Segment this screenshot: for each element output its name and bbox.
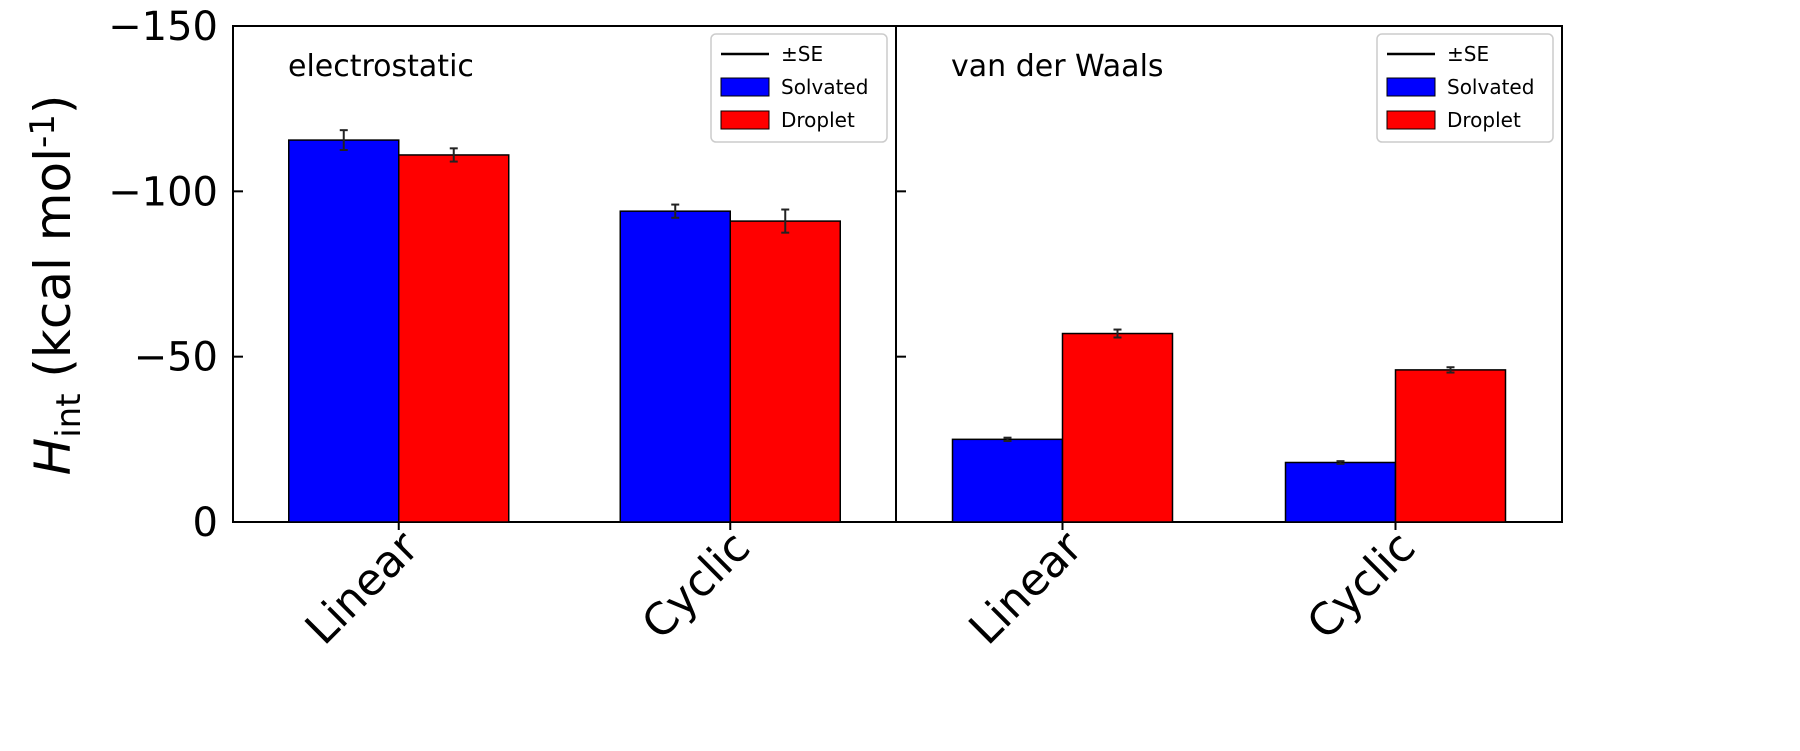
legend-swatch-solvated [720, 77, 770, 97]
y-tick-labels: 0 −50 −100 −150 [108, 4, 218, 546]
legend-label: Solvated [1447, 75, 1534, 99]
y-axis-label-sup: -1 [23, 114, 63, 148]
x-tick-label-linear: Linear [960, 521, 1093, 654]
x-tick-label-linear: Linear [296, 521, 429, 654]
bar-solvated-cyclic [619, 210, 731, 523]
panel-title: electrostatic [288, 49, 474, 84]
bar-solvated-linear [951, 438, 1064, 523]
y-axis-label-rest: (kcal mol [24, 148, 82, 393]
y-tick-label: −100 [108, 169, 218, 215]
bar-droplet-cyclic [729, 220, 841, 523]
y-tick-label: 0 [193, 500, 218, 546]
legend-label: Droplet [781, 108, 855, 132]
legend-swatch-droplet [720, 110, 770, 130]
x-tick-label-cyclic: Cyclic [1298, 522, 1426, 650]
bar-droplet-linear [1061, 332, 1174, 523]
y-axis-label-close: ) [24, 95, 82, 115]
y-axis-label-main: H [24, 438, 82, 476]
bar-droplet-linear [398, 154, 510, 523]
panel-van-der-waals: Linear Cyclic van der Waals ±SE Solvated Drop… [895, 25, 1563, 654]
bar-solvated-cyclic [1284, 461, 1397, 523]
legend-label: Solvated [781, 75, 868, 99]
x-tick-label-cyclic: Cyclic [632, 522, 760, 650]
y-tick-label: −150 [108, 4, 218, 50]
legend-label: Droplet [1447, 108, 1521, 132]
legend-label: ±SE [781, 42, 823, 66]
y-axis-label-sub: int [49, 393, 89, 437]
y-axis-label: Hint (kcal mol-1) [23, 95, 89, 476]
bar-droplet-cyclic [1394, 369, 1507, 523]
legend-label: ±SE [1447, 42, 1489, 66]
legend-swatch-droplet [1386, 110, 1436, 130]
panel-electrostatic: Linear Cyclic electrostatic ±SE Solvated Drop… [232, 25, 897, 654]
y-tick-label: −50 [134, 335, 218, 381]
legend-swatch-solvated [1386, 77, 1436, 97]
bar-solvated-linear [288, 139, 400, 523]
panel-frame [895, 25, 1563, 523]
panel-title: van der Waals [951, 49, 1164, 84]
